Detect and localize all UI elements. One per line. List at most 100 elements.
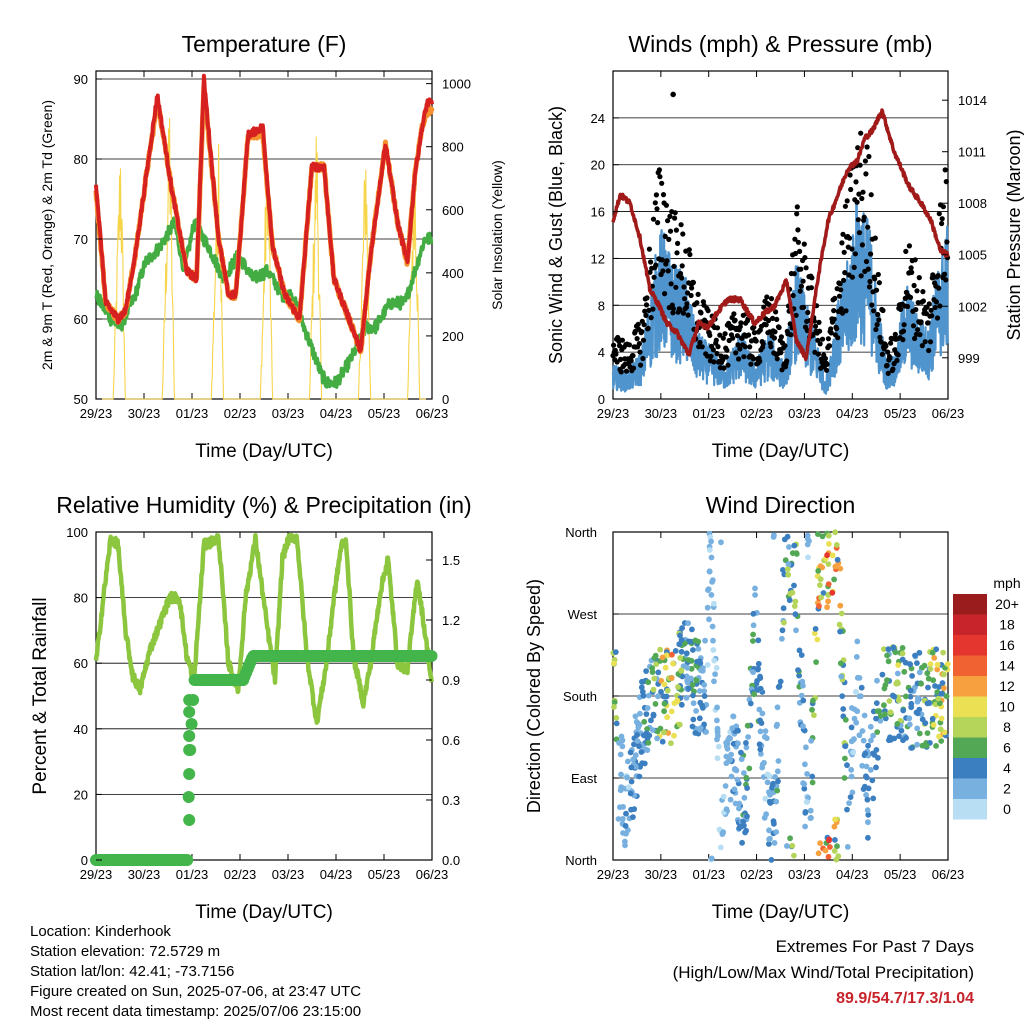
direction-point	[706, 616, 712, 623]
y2-axis-label: Solar Insolation (Yellow)	[489, 160, 505, 310]
direction-point	[919, 716, 926, 723]
gust-point	[652, 200, 658, 206]
x-tick-label: 30/23	[645, 406, 678, 421]
gust-point	[864, 144, 870, 150]
extremes-values: 89.9/54.7/17.3/1.04	[836, 990, 974, 1007]
direction-point	[861, 783, 868, 790]
direction-point	[678, 667, 685, 674]
direction-point	[624, 774, 630, 781]
gust-point	[618, 356, 624, 362]
x-tick-label: 06/23	[416, 867, 449, 882]
gust-point	[836, 293, 843, 299]
direction-point	[723, 753, 730, 760]
gust-point	[831, 308, 837, 314]
gust-point	[815, 351, 822, 357]
gust-point	[713, 337, 719, 343]
direction-point	[899, 645, 906, 651]
direction-point	[929, 649, 936, 656]
gust-point	[697, 339, 703, 346]
direction-point	[759, 764, 766, 771]
gust-point	[903, 248, 909, 254]
gust-point	[738, 320, 744, 326]
gust-point	[883, 343, 889, 349]
direction-point	[745, 734, 751, 740]
x-axis-title: Time (Day/UTC)	[195, 902, 333, 923]
x-tick-label: 29/23	[80, 406, 113, 421]
gust-point	[912, 257, 918, 263]
x-tick-label: 02/23	[740, 406, 773, 421]
gust-point	[748, 361, 754, 367]
direction-point	[729, 725, 736, 732]
gust-point	[869, 302, 875, 308]
direction-point	[939, 680, 946, 686]
direction-point	[735, 727, 741, 734]
gust-point	[824, 367, 830, 373]
rh-line	[93, 533, 435, 725]
direction-point	[661, 708, 667, 715]
gust-point	[848, 186, 854, 193]
direction-point	[844, 844, 851, 850]
direction-point	[758, 751, 764, 757]
gust-point	[942, 167, 948, 173]
direction-point	[837, 628, 843, 635]
gust-point	[711, 359, 717, 365]
direction-point	[718, 539, 724, 546]
gust-point	[653, 192, 660, 198]
gust-point	[801, 304, 807, 310]
direction-point	[678, 648, 685, 655]
direction-point	[685, 657, 692, 663]
gust-point	[735, 342, 741, 348]
direction-point	[835, 853, 842, 860]
direction-point	[838, 610, 845, 617]
direction-points	[610, 529, 951, 863]
direction-point	[891, 735, 898, 742]
direction-point	[899, 650, 906, 657]
gust-point	[831, 316, 837, 322]
direction-point	[644, 705, 651, 711]
direction-point	[640, 678, 647, 685]
direction-point	[861, 712, 868, 719]
latlon-text: Station lat/lon: 42.41; -73.7156	[30, 963, 235, 980]
direction-point	[677, 632, 683, 639]
gust-point	[849, 274, 856, 280]
gust-point	[914, 288, 920, 294]
direction-point	[714, 755, 721, 762]
gust-point	[860, 189, 866, 195]
x-tick-label: 05/23	[368, 406, 401, 421]
gust-point	[911, 282, 917, 289]
gust-point	[890, 366, 896, 372]
direction-point	[862, 750, 869, 757]
gust-point	[774, 356, 780, 362]
direction-point	[785, 561, 792, 568]
direction-point	[671, 732, 677, 739]
direction-point	[818, 594, 824, 601]
direction-point	[741, 770, 747, 776]
direction-point	[632, 713, 639, 720]
gust-point	[879, 351, 886, 357]
direction-point	[692, 637, 699, 644]
direction-point	[795, 667, 801, 673]
y2-tick-label: 0	[442, 392, 449, 407]
direction-point	[708, 855, 715, 862]
gust-point	[612, 347, 618, 353]
direction-point	[914, 741, 920, 748]
gust-point	[840, 231, 846, 237]
direction-point	[679, 625, 685, 631]
direction-point	[786, 597, 793, 604]
direction-point	[930, 722, 937, 728]
direction-point	[840, 706, 847, 712]
direction-point	[858, 684, 865, 691]
direction-point	[649, 727, 656, 733]
gust-point	[933, 299, 940, 305]
legend-label: 8	[1003, 719, 1011, 735]
gust-point	[699, 344, 705, 350]
direction-point	[874, 729, 881, 735]
gust-point	[865, 224, 871, 230]
direction-point	[707, 534, 714, 540]
gust-point	[656, 167, 663, 173]
direction-point	[881, 646, 887, 652]
gust-point	[935, 273, 941, 279]
legend-label: 10	[999, 699, 1015, 715]
direction-point	[650, 712, 657, 719]
direction-point	[704, 662, 711, 668]
